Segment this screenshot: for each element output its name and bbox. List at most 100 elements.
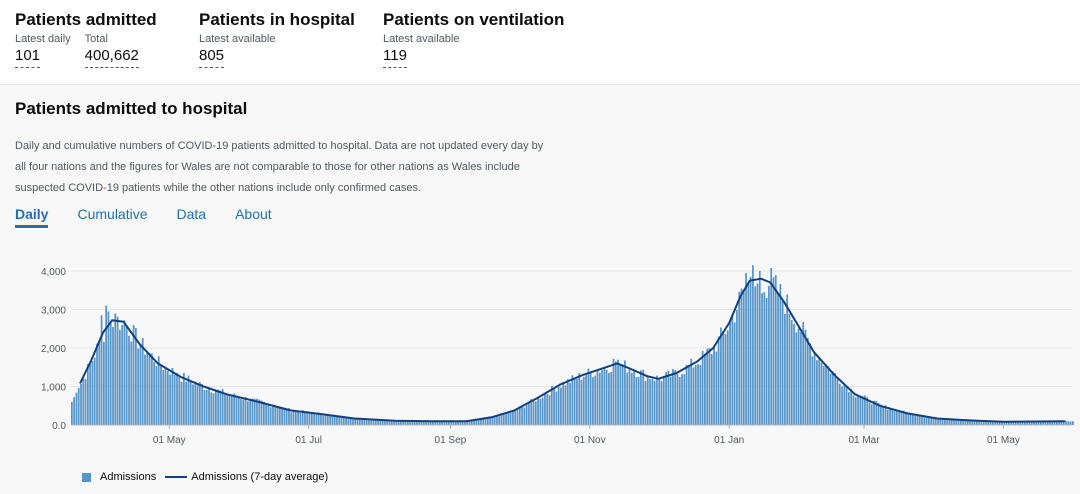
admissions-bar — [1028, 421, 1031, 425]
admissions-bar — [294, 410, 297, 425]
admissions-bar — [669, 376, 672, 425]
admissions-bar — [653, 380, 656, 425]
admissions-bar — [818, 357, 821, 425]
admissions-bar — [384, 420, 386, 425]
admissions-bar — [475, 419, 478, 425]
admissions-bar — [315, 412, 318, 425]
admissions-bar — [194, 381, 197, 425]
admissions-bar — [420, 421, 423, 425]
admissions-bar — [93, 357, 96, 425]
stat-value[interactable]: 101 — [15, 46, 41, 68]
admissions-bar — [166, 371, 169, 425]
admissions-bar — [265, 402, 267, 425]
admissions-bar — [404, 420, 407, 425]
admissions-bar — [925, 417, 928, 425]
admissions-bar — [724, 333, 727, 425]
admissions-bar — [326, 414, 329, 425]
admissions-bar — [982, 420, 985, 425]
admissions-bar — [208, 388, 210, 425]
admissions-bar — [786, 294, 789, 425]
tab-data[interactable]: Data — [176, 206, 207, 222]
stat-value[interactable]: 400,662 — [84, 46, 139, 68]
admissions-bar — [454, 421, 457, 425]
admissions-bar — [749, 276, 752, 425]
admissions-bar — [128, 335, 130, 425]
admissions-bar — [544, 393, 546, 425]
admissions-bar — [525, 404, 528, 425]
admissions-bar — [274, 406, 277, 425]
stat-label: Latest available — [383, 33, 460, 45]
admissions-bar — [418, 421, 421, 425]
stat-value[interactable]: 805 — [199, 46, 225, 68]
tab-about[interactable]: About — [235, 206, 272, 222]
admissions-bar — [923, 417, 926, 425]
y-tick-label: 3,000 — [41, 306, 66, 317]
admissions-bar — [557, 386, 560, 425]
admissions-bar — [1021, 421, 1024, 425]
admissions-bar — [489, 416, 491, 425]
admissions-bar — [71, 401, 73, 425]
stat-value[interactable]: 119 — [383, 46, 407, 68]
admissions-bar — [589, 371, 592, 425]
admissions-bar — [361, 419, 363, 425]
admissions-bar — [553, 388, 555, 425]
tab-cumulative[interactable]: Cumulative — [77, 206, 148, 222]
admissions-bar — [612, 358, 615, 425]
admissions-bar — [873, 400, 875, 425]
admissions-bar — [162, 369, 165, 425]
admissions-bar — [891, 408, 894, 425]
tab-daily[interactable]: Daily — [15, 206, 49, 228]
admissions-bar — [246, 401, 249, 425]
admissions-bar — [658, 378, 661, 425]
admissions-bar — [532, 399, 535, 425]
stat-label: Total — [84, 33, 108, 45]
admissions-bar — [626, 372, 629, 425]
admissions-bar — [628, 369, 631, 425]
admissions-bar — [770, 268, 773, 425]
admissions-bar — [541, 397, 544, 425]
admissions-bar — [921, 416, 923, 425]
admissions-bar — [505, 412, 507, 425]
admissions-bar — [486, 417, 489, 425]
card-title: Patients admitted to hospital — [15, 99, 248, 118]
admissions-bar — [441, 421, 443, 425]
admissions-bar — [617, 359, 619, 425]
admissions-bar — [427, 421, 430, 425]
x-tick-label: 01 Sep — [435, 435, 467, 446]
admissions-bar — [176, 373, 178, 425]
admissions-bar — [91, 360, 94, 425]
admissions-bar — [400, 421, 402, 425]
stat-patients-in-hospital: Patients in hospital Latest available 80… — [199, 10, 355, 68]
admissions-bar — [450, 421, 453, 425]
seven-day-average-line — [79, 277, 1066, 423]
admissions-bar — [854, 397, 857, 425]
admissions-bar — [1069, 421, 1072, 425]
admissions-bar — [562, 382, 565, 425]
admissions-bar — [566, 379, 569, 425]
admissions-bar — [717, 336, 720, 425]
admissions-bar — [1024, 421, 1026, 425]
admissions-bar — [75, 392, 78, 425]
admissions-bar — [866, 397, 869, 425]
admissions-bar — [477, 419, 480, 425]
admissions-bar — [214, 391, 217, 425]
admissions-bar — [729, 321, 731, 425]
admissions-bar — [491, 417, 494, 425]
admissions-bar — [539, 398, 542, 425]
admissions-bar — [429, 421, 432, 425]
admissions-bar — [944, 419, 946, 425]
admissions-bar — [443, 421, 446, 425]
admissions-bar — [688, 365, 690, 425]
admissions-bar — [112, 326, 114, 425]
admissions-bar — [452, 421, 455, 425]
admissions-bar — [822, 365, 825, 425]
admissions-bar — [256, 398, 258, 425]
admissions-bar — [774, 275, 777, 425]
admissions-bar — [601, 370, 603, 425]
admissions-bar — [992, 421, 994, 425]
admissions-bar — [605, 369, 608, 425]
admissions-bar — [838, 383, 841, 425]
admissions-bar — [422, 421, 425, 425]
admissions-bar — [1060, 420, 1063, 425]
admissions-bar — [235, 396, 238, 425]
